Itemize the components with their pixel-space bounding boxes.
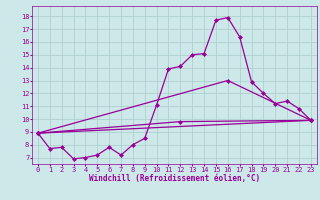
X-axis label: Windchill (Refroidissement éolien,°C): Windchill (Refroidissement éolien,°C) — [89, 174, 260, 183]
